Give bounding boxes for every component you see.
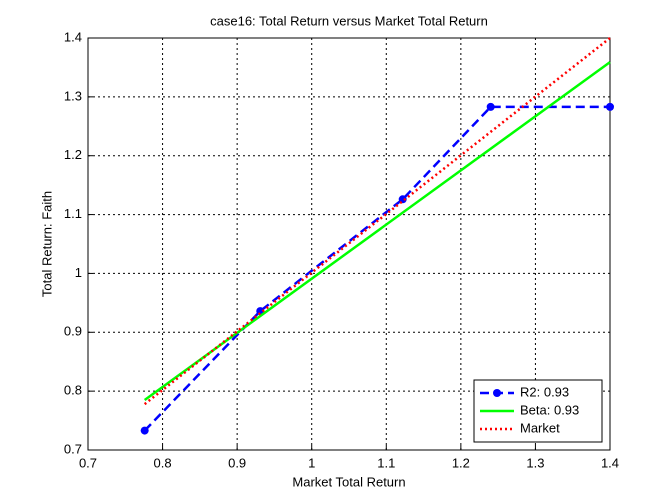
x-tick-label: 1.3 <box>526 455 544 470</box>
x-tick-label: 0.8 <box>154 455 172 470</box>
y-tick-label: 1.2 <box>64 147 82 162</box>
y-tick-label: 0.9 <box>64 324 82 339</box>
y-tick-label: 1 <box>75 265 82 280</box>
y-tick-label: 1.4 <box>64 29 82 44</box>
data-point <box>606 102 614 111</box>
data-point <box>486 102 495 111</box>
legend-label: Beta: 0.93 <box>520 402 579 417</box>
legend-marker <box>493 389 501 397</box>
x-tick-label: 0.9 <box>228 455 246 470</box>
y-tick-label: 0.8 <box>64 383 82 398</box>
x-axis-label: Market Total Return <box>292 474 405 489</box>
legend-label: Market <box>520 420 560 435</box>
data-point <box>140 426 149 435</box>
y-tick-label: 1.3 <box>64 88 82 103</box>
y-tick-label: 1.1 <box>64 206 82 221</box>
legend-label: R2: 0.93 <box>520 384 569 399</box>
chart-title: case16: Total Return versus Market Total… <box>210 13 488 28</box>
x-tick-label: 1.1 <box>377 455 395 470</box>
axes-box <box>87 37 611 451</box>
y-tick-label: 0.7 <box>64 441 82 456</box>
y-axis-label: Total Return: Faith <box>39 191 54 297</box>
data-line <box>143 37 611 406</box>
x-tick-label: 0.7 <box>79 455 97 470</box>
data-line <box>143 61 611 401</box>
x-tick-label: 1.2 <box>452 455 470 470</box>
x-tick-label: 1 <box>308 455 315 470</box>
x-tick-label: 1.4 <box>601 455 619 470</box>
